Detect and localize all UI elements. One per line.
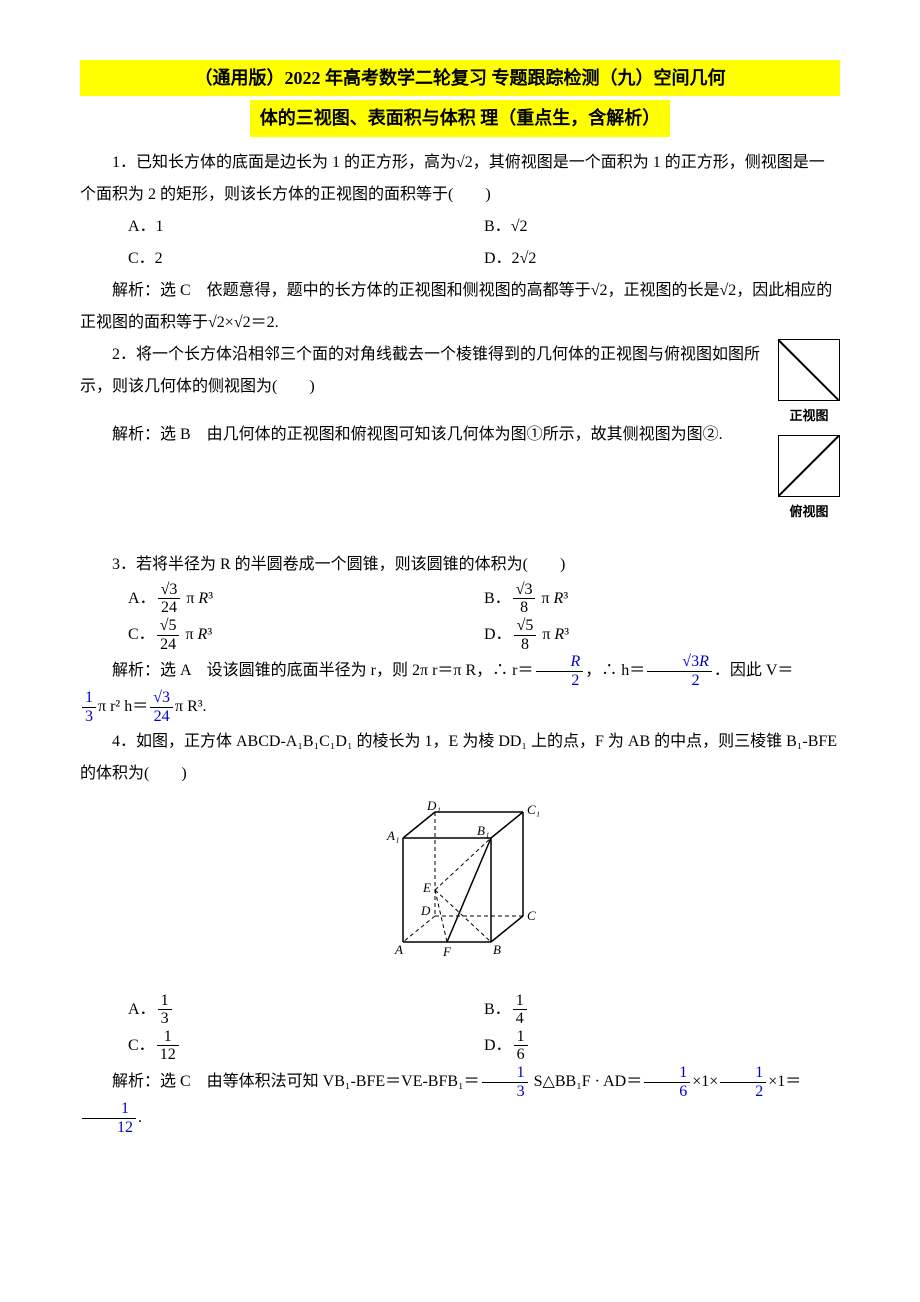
fraction-icon: 13 [158, 992, 172, 1028]
q3-sol-a: 解析：选 A 设该圆锥的底面半径为 r，则 2π r＝π R，∴ r＝ [112, 662, 534, 679]
fraction-icon: 12 [720, 1064, 766, 1100]
fraction-icon: 13 [82, 689, 96, 725]
fraction-icon: 16 [644, 1064, 690, 1100]
sqrt2-icon: √2 [234, 314, 251, 331]
q1-sol-d: ＝2. [251, 314, 279, 331]
q3-sol-e: π R³. [175, 698, 207, 715]
q4-sol-c: ×1× [692, 1073, 718, 1090]
sqrt2-icon: √2 [719, 282, 736, 299]
q4-optA: A．13 [128, 992, 484, 1028]
q2-solution: 解析：选 B 由几何体的正视图和俯视图可知该几何体为图①所示，故其侧视图为图②. [80, 419, 840, 451]
q4-options-row1: A．13 B．14 [128, 992, 840, 1028]
q3-sol-d: π r² h＝ [98, 698, 148, 715]
q3-solution-line1: 解析：选 A 设该圆锥的底面半径为 r，则 2π r＝π R，∴ r＝R2，∴ … [80, 653, 840, 689]
q4-solution: 解析：选 C 由等体积法可知 VB₁-BFE＝VE-BFB₁＝13 S△BB₁F… [80, 1064, 840, 1136]
q1-optD-pre: D．2 [484, 250, 520, 267]
title-line-2: 体的三视图、表面积与体积 理（重点生，含解析） [250, 100, 671, 136]
q4-figure: D₁ C₁ A₁ B₁ E D C A F B [80, 800, 840, 982]
q3-optB: B．√38 π R³ [484, 581, 840, 617]
title-line-1: （通用版）2022 年高考数学二轮复习 专题跟踪检测（九）空间几何 [80, 60, 840, 96]
q1-text: 1．已知长方体的底面是边长为 1 的正方形，高为√2，其俯视图是一个面积为 1 … [80, 147, 840, 211]
q4-optC: C．112 [128, 1028, 484, 1064]
q3-sol-c: ．因此 V＝ [714, 662, 794, 679]
q3-text: 3．若将半径为 R 的半圆卷成一个圆锥，则该圆锥的体积为( ) [80, 549, 840, 581]
top-view-label: 俯视图 [778, 499, 840, 525]
q3-optA: A．√324 π R³ [128, 581, 484, 617]
fraction-icon: √324 [150, 689, 173, 725]
q3-optC: C．√524 π R³ [128, 617, 484, 653]
label-A1: A₁ [386, 828, 399, 843]
q4-optC-pre: C． [128, 1036, 155, 1053]
q4-sol-b: S△BB₁F · AD＝ [530, 1073, 643, 1090]
q1-options-row2: C．2 D．2√2 [128, 243, 840, 275]
q3-optB-pre: B． [484, 590, 511, 607]
q1-options-row1: A．1 B．√2 [128, 211, 840, 243]
label-D: D [420, 903, 431, 918]
fraction-icon: √324 [158, 581, 181, 617]
fraction-icon: √38 [513, 581, 536, 617]
q4-text: 4．如图，正方体 ABCD-A₁B₁C₁D₁ 的棱长为 1，E 为棱 DD₁ 上… [80, 726, 840, 790]
q1-optD: D．2√2 [484, 243, 840, 275]
q3-options-row1: A．√324 π R³ B．√38 π R³ [128, 581, 840, 617]
q3-text-main: 3．若将半径为 R 的半圆卷成一个圆锥，则该圆锥的体积为( ) [112, 556, 565, 573]
q1-optB-pre: B． [484, 218, 511, 235]
label-C1: C₁ [527, 802, 540, 817]
label-C: C [527, 908, 536, 923]
q1-text-a: 1．已知长方体的底面是边长为 1 的正方形，高为 [112, 154, 456, 171]
q1-optA: A．1 [128, 211, 484, 243]
q2-views: 正视图 俯视图 [778, 339, 840, 525]
q3-options-row2: C．√524 π R³ D．√58 π R³ [128, 617, 840, 653]
q3-optA-pre: A． [128, 590, 156, 607]
q1-sol-a: 解析：选 C 依题意得，题中的长方体的正视图和侧视图的高都等于 [112, 282, 591, 299]
q1-optB: B．√2 [484, 211, 840, 243]
q4-optD: D．16 [484, 1028, 840, 1064]
top-view-icon [778, 435, 840, 497]
sqrt2-icon: √2 [591, 282, 608, 299]
q1-sol-b: ，正视图的长是 [607, 282, 719, 299]
fraction-icon: 14 [513, 992, 527, 1028]
front-view-icon [778, 339, 840, 401]
front-view-label: 正视图 [778, 403, 840, 429]
label-E: E [422, 880, 431, 895]
q4-optB: B．14 [484, 992, 840, 1028]
fraction-icon: √58 [514, 617, 537, 653]
fraction-icon: 13 [482, 1064, 528, 1100]
q3-optC-pre: C． [128, 626, 155, 643]
sqrt2-icon: √2 [456, 154, 473, 171]
q4-options-row2: C．112 D．16 [128, 1028, 840, 1064]
sqrt2-icon: √2 [520, 250, 537, 267]
fraction-icon: √3R2 [647, 653, 712, 689]
q4-sol-d: ×1＝ [768, 1073, 801, 1090]
q4-optB-pre: B． [484, 1000, 511, 1017]
q4-optA-pre: A． [128, 1000, 156, 1017]
label-B: B [493, 942, 501, 957]
fraction-icon: 16 [514, 1028, 528, 1064]
q1-optC: C．2 [128, 243, 484, 275]
fraction-icon: √524 [157, 617, 180, 653]
fraction-icon: 112 [82, 1100, 136, 1136]
cube-icon: D₁ C₁ A₁ B₁ E D C A F B [365, 800, 555, 970]
q3-optD: D．√58 π R³ [484, 617, 840, 653]
sqrt2-icon: √2 [208, 314, 225, 331]
q3-solution-line2: 13π r² h＝√324π R³. [80, 689, 840, 725]
label-B1: B₁ [477, 823, 489, 838]
q2-block: 正视图 俯视图 2．将一个长方体沿相邻三个面的对角线截去一个棱锥得到的几何体的正… [80, 339, 840, 525]
sqrt2-icon: √2 [511, 218, 528, 235]
q4-optD-pre: D． [484, 1036, 512, 1053]
q2-text: 2．将一个长方体沿相邻三个面的对角线截去一个棱锥得到的几何体的正视图与俯视图如图… [80, 339, 840, 403]
label-D1: D₁ [426, 800, 441, 813]
q3-sol-b: ，∴ h＝ [585, 662, 645, 679]
q3-optD-pre: D． [484, 626, 512, 643]
title-block: （通用版）2022 年高考数学二轮复习 专题跟踪检测（九）空间几何 体的三视图、… [80, 60, 840, 147]
q4-sol-a: 解析：选 C 由等体积法可知 VB₁-BFE＝VE-BFB₁＝ [112, 1073, 480, 1090]
fraction-icon: R2 [536, 653, 584, 689]
fraction-icon: 112 [157, 1028, 179, 1064]
q1-solution: 解析：选 C 依题意得，题中的长方体的正视图和侧视图的高都等于√2，正视图的长是… [80, 275, 840, 339]
label-A: A [394, 942, 403, 957]
label-F: F [442, 944, 452, 959]
